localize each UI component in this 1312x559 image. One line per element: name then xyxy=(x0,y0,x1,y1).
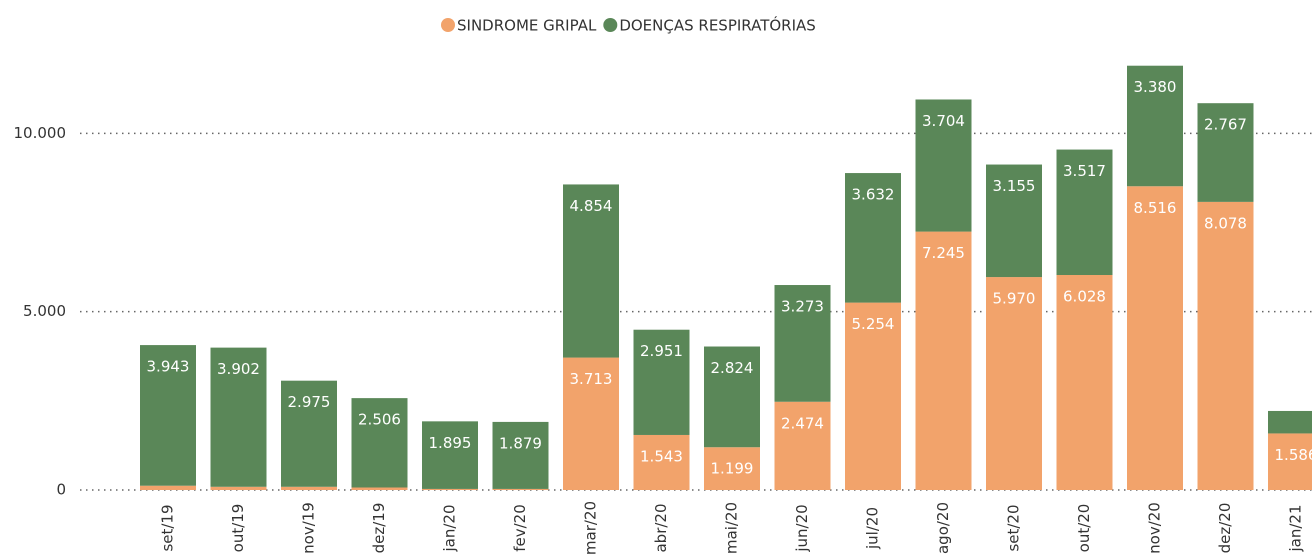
x-tick-label: mai/20 xyxy=(723,502,741,554)
value-label: 1.199 xyxy=(711,460,754,478)
x-tick-label: jun/20 xyxy=(793,504,811,552)
value-label: 1.586 xyxy=(1275,446,1312,464)
legend-label: SINDROME GRIPAL xyxy=(457,17,597,35)
bar-segment xyxy=(210,347,267,487)
y-tick-label: 5.000 xyxy=(23,302,66,320)
value-label: 5.970 xyxy=(993,290,1036,308)
bar-segment xyxy=(351,487,408,490)
value-label: 3.273 xyxy=(781,298,824,316)
x-tick-label: jul/20 xyxy=(864,507,882,550)
value-label: 7.245 xyxy=(922,244,965,262)
value-label: 3.517 xyxy=(1063,162,1106,180)
value-label: 1.879 xyxy=(499,434,542,452)
x-tick-label: nov/19 xyxy=(300,502,318,554)
bar-segment xyxy=(915,231,972,490)
x-tick-label: jan/21 xyxy=(1287,504,1305,552)
value-label: 8.078 xyxy=(1204,214,1247,232)
bar-segment xyxy=(774,401,831,490)
bar-segment xyxy=(1127,65,1183,187)
bar-segment xyxy=(140,345,196,486)
value-label: 4.854 xyxy=(570,197,613,215)
value-label: 3.155 xyxy=(993,177,1036,195)
value-label: 1.895 xyxy=(429,434,472,452)
bar-segment xyxy=(845,173,901,303)
bar-segment xyxy=(1268,433,1312,490)
bar-segment xyxy=(986,164,1042,278)
legend-marker xyxy=(441,18,455,32)
x-tick-label: mar/20 xyxy=(582,501,600,555)
value-label: 2.767 xyxy=(1204,116,1247,134)
bar-segment xyxy=(1056,149,1113,276)
bar-segment xyxy=(633,434,690,490)
bar-segment xyxy=(1127,186,1183,490)
value-label: 1.543 xyxy=(640,447,683,465)
value-label: 2.951 xyxy=(640,342,683,360)
bar-segment xyxy=(351,398,408,488)
bar-segment xyxy=(492,421,549,489)
value-label: 3.943 xyxy=(147,358,190,376)
y-tick-label: 10.000 xyxy=(14,124,67,142)
bar-segment xyxy=(986,277,1042,490)
value-label: 3.632 xyxy=(852,186,895,204)
value-label: 2.824 xyxy=(711,359,754,377)
bar-segment xyxy=(1268,410,1312,434)
x-tick-label: out/19 xyxy=(229,504,247,553)
bar-segment xyxy=(1056,275,1113,490)
value-label: 3.902 xyxy=(217,360,260,378)
x-tick-label: set/20 xyxy=(1005,504,1023,551)
bar-segment xyxy=(492,488,549,490)
x-tick-label: ago/20 xyxy=(934,502,952,554)
bar-segment xyxy=(915,99,972,232)
bar-segment xyxy=(140,485,196,490)
x-tick-label: abr/20 xyxy=(652,503,670,552)
bar-segment xyxy=(1197,201,1254,490)
y-tick-label: 0 xyxy=(56,481,66,499)
bar-segment xyxy=(845,302,901,490)
value-label: 3.713 xyxy=(570,370,613,388)
value-label: 5.254 xyxy=(852,315,895,333)
x-tick-label: out/20 xyxy=(1075,504,1093,553)
bar-segment xyxy=(422,488,478,490)
value-label: 6.028 xyxy=(1063,288,1106,306)
bar-segment xyxy=(704,346,760,448)
bar-segment xyxy=(281,486,337,490)
x-tick-label: dez/19 xyxy=(370,503,388,554)
x-tick-label: dez/20 xyxy=(1216,503,1234,554)
value-label: 3.380 xyxy=(1134,78,1177,96)
legend-marker xyxy=(603,18,618,32)
bar-segment xyxy=(210,486,267,490)
x-tick-label: nov/20 xyxy=(1146,502,1164,554)
value-label: 2.975 xyxy=(288,393,331,411)
bar-segment xyxy=(563,357,619,490)
value-label: 2.506 xyxy=(358,411,401,429)
bar-segment xyxy=(1197,103,1254,202)
x-tick-label: jan/20 xyxy=(441,504,459,552)
value-label: 8.516 xyxy=(1134,199,1177,217)
bar-segment xyxy=(563,184,619,358)
legend-label: DOENÇAS RESPIRATÓRIAS xyxy=(619,16,815,35)
bar-segment xyxy=(774,285,831,402)
x-tick-label: set/19 xyxy=(159,504,177,551)
x-tick-label: fev/20 xyxy=(511,504,529,552)
bar-segment xyxy=(633,329,690,435)
bar-segment xyxy=(422,421,478,489)
bar-segment xyxy=(704,447,760,490)
value-label: 2.474 xyxy=(781,414,824,432)
bar-segment xyxy=(281,380,337,487)
value-label: 3.704 xyxy=(922,112,965,130)
